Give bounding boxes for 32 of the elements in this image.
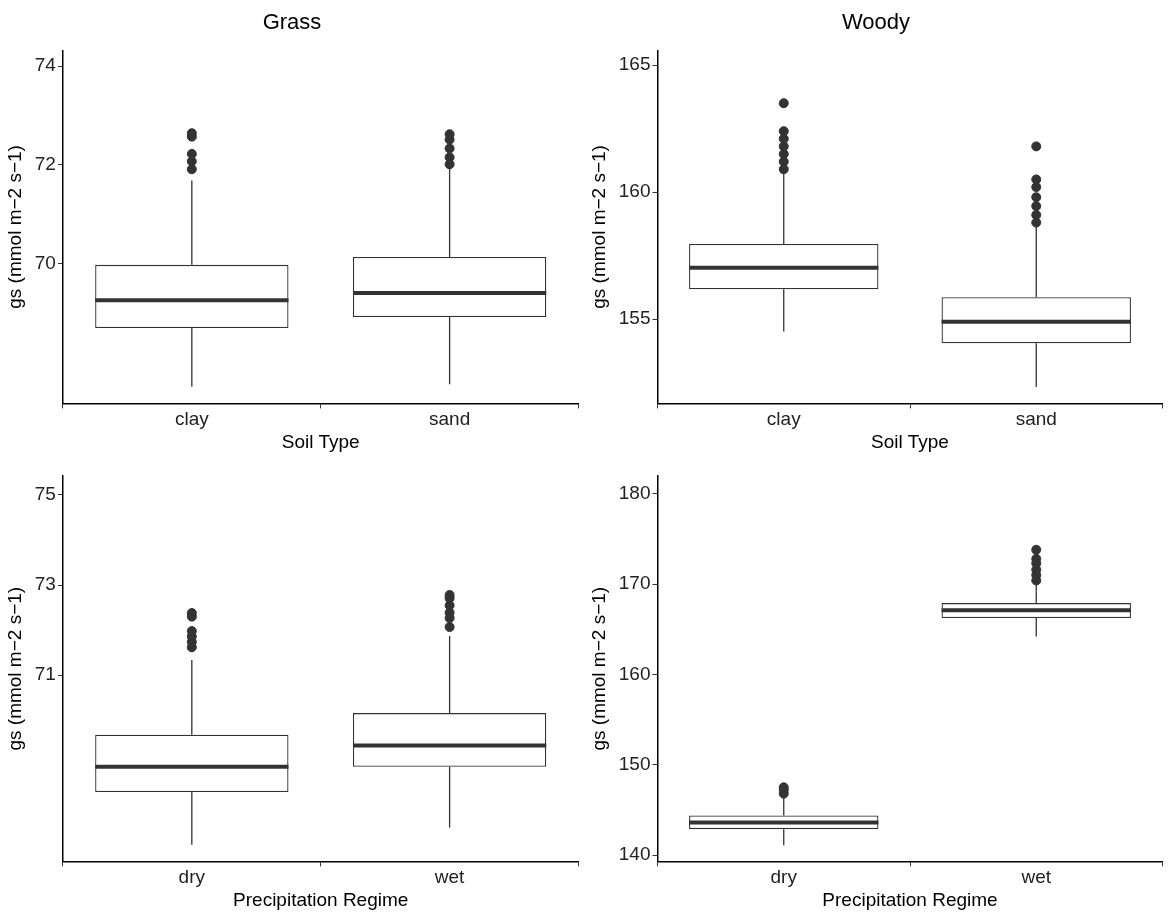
y-tick-label: 165	[618, 53, 651, 75]
y-tick-label: 71	[34, 663, 56, 685]
x-tick-label: wet	[1020, 866, 1052, 888]
y-tick-label: 170	[618, 572, 651, 594]
x-axis-title: Soil Type	[871, 430, 949, 452]
y-tick-label: 160	[618, 180, 651, 202]
y-tick-label: 180	[618, 482, 651, 504]
y-tick-label: 72	[34, 153, 56, 175]
y-tick-label: 155	[618, 307, 651, 329]
y-tick-label: 73	[34, 573, 56, 595]
x-tick-label: sand	[429, 408, 471, 430]
x-axis-title: Precipitation Regime	[822, 888, 998, 910]
x-axis-title: Soil Type	[281, 430, 360, 452]
y-axis-title: gs (mmol m−2 s−1)	[3, 586, 25, 751]
chart-title: Grass	[262, 9, 322, 35]
y-tick-label: 75	[34, 483, 56, 505]
y-tick-label: 70	[34, 251, 56, 273]
x-tick-label: dry	[770, 866, 798, 888]
x-tick-label: clay	[174, 408, 210, 430]
x-tick-label: dry	[178, 866, 206, 888]
chart-title: Woody	[841, 9, 911, 35]
y-tick-label: 140	[618, 843, 651, 865]
y-axis-title: gs (mmol m−2 s−1)	[587, 145, 609, 309]
y-tick-label: 150	[618, 752, 651, 774]
x-tick-label: sand	[1015, 408, 1057, 430]
x-tick-label: wet	[433, 866, 466, 888]
y-tick-label: 160	[618, 662, 651, 684]
y-axis-title: gs (mmol m−2 s−1)	[587, 586, 609, 751]
y-axis-title: gs (mmol m−2 s−1)	[3, 145, 25, 309]
x-tick-label: clay	[766, 408, 802, 430]
x-axis-title: Precipitation Regime	[233, 888, 409, 910]
y-tick-label: 74	[34, 54, 57, 76]
